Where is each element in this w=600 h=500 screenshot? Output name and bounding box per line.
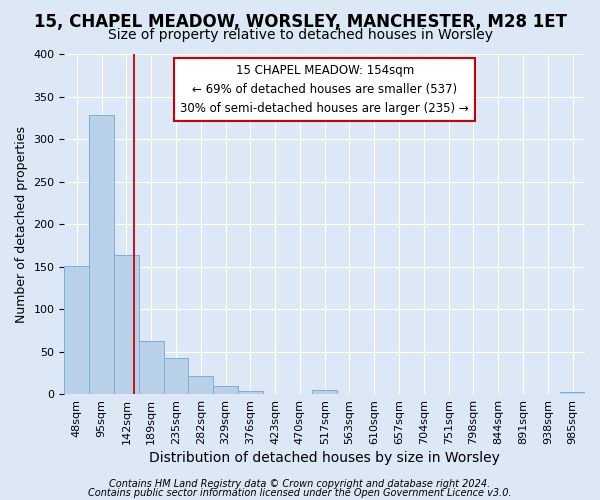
Bar: [238, 390, 263, 394]
X-axis label: Distribution of detached houses by size in Worsley: Distribution of detached houses by size …: [149, 451, 500, 465]
Bar: [313, 390, 337, 394]
Text: 15, CHAPEL MEADOW, WORSLEY, MANCHESTER, M28 1ET: 15, CHAPEL MEADOW, WORSLEY, MANCHESTER, …: [34, 12, 566, 30]
Bar: [64, 266, 89, 394]
Bar: [213, 386, 238, 394]
Bar: [114, 256, 139, 394]
Bar: [188, 376, 213, 394]
Text: Size of property relative to detached houses in Worsley: Size of property relative to detached ho…: [107, 28, 493, 42]
Y-axis label: Number of detached properties: Number of detached properties: [15, 126, 28, 322]
Bar: [164, 358, 188, 394]
Bar: [89, 115, 114, 394]
Bar: [560, 392, 585, 394]
Text: Contains public sector information licensed under the Open Government Licence v3: Contains public sector information licen…: [88, 488, 512, 498]
Bar: [139, 340, 164, 394]
Text: 15 CHAPEL MEADOW: 154sqm
← 69% of detached houses are smaller (537)
30% of semi-: 15 CHAPEL MEADOW: 154sqm ← 69% of detach…: [181, 64, 469, 115]
Text: Contains HM Land Registry data © Crown copyright and database right 2024.: Contains HM Land Registry data © Crown c…: [109, 479, 491, 489]
